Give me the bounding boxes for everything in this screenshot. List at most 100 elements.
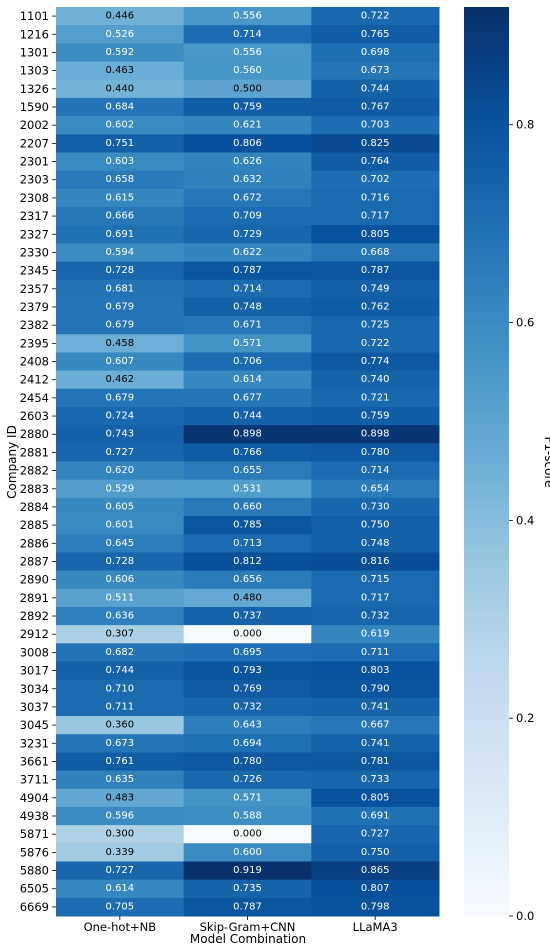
- column-tick-label: One-hot+NB: [84, 920, 157, 934]
- cell-value-label: 0.643: [233, 720, 262, 731]
- row-tick-label: 3037: [20, 700, 49, 714]
- heatmap-cell: [311, 625, 440, 644]
- x-axis-label: Model Combination: [190, 932, 306, 946]
- heatmap-cell: [311, 406, 440, 426]
- heatmap-cell: [311, 370, 440, 390]
- row-tick-label: 2330: [20, 245, 49, 259]
- cell-value-label: 0.691: [361, 811, 390, 822]
- cell-value-label: 0.703: [361, 120, 390, 131]
- row-tick-label: 2454: [20, 391, 49, 405]
- row-tick-label: 3034: [20, 682, 49, 696]
- heatmap-cell: [311, 352, 440, 372]
- cell-value-label: 0.785: [233, 520, 262, 531]
- heatmap-cell: [183, 316, 312, 335]
- heatmap-cell: [183, 297, 312, 317]
- heatmap-cell: [183, 497, 312, 517]
- heatmap-cell: [311, 388, 440, 408]
- cell-value-label: 0.606: [106, 574, 135, 585]
- cell-value-label: 0.803: [361, 665, 390, 676]
- heatmap-cell: [56, 770, 185, 790]
- heatmap-cell: [56, 152, 185, 172]
- cell-value-label: 0.440: [106, 83, 135, 94]
- cell-value-label: 0.722: [361, 11, 390, 22]
- cell-value-label: 0.717: [361, 592, 390, 603]
- row-tick-label: 2886: [20, 536, 49, 550]
- heatmap-cell: [183, 25, 312, 44]
- cell-value-label: 0.744: [106, 665, 135, 676]
- cell-value-label: 0.660: [233, 501, 262, 512]
- cell-value-label: 0.748: [361, 538, 390, 549]
- row-tick-label: 2412: [20, 373, 49, 387]
- heatmap-cell: [183, 116, 312, 135]
- heatmap-cell: [183, 606, 312, 626]
- heatmap-cell: [311, 479, 440, 499]
- cell-value-label: 0.919: [233, 865, 262, 876]
- row-tick-label: 3017: [20, 664, 49, 678]
- row-tick-label: 2345: [20, 264, 49, 278]
- heatmap-cell: [311, 170, 440, 190]
- cell-value-label: 0.790: [361, 683, 390, 694]
- cell-value-label: 0.750: [361, 847, 390, 858]
- cell-value-label: 0.695: [233, 647, 262, 658]
- row-tick-label: 2308: [20, 191, 49, 205]
- cell-value-label: 0.655: [233, 465, 262, 476]
- row-tick-label: 2395: [20, 336, 49, 350]
- heatmap-cell: [311, 497, 440, 517]
- cell-value-label: 0.728: [106, 556, 135, 567]
- cell-value-label: 0.511: [106, 592, 135, 603]
- heatmap-cell: [311, 552, 440, 572]
- row-tick-label: 2881: [20, 445, 49, 459]
- row-tick-labels: 1101 1216 1301 1303 1326 1590 2002 2207 2301 2303…: [20, 9, 56, 914]
- row-tick-label: 1303: [20, 64, 49, 78]
- row-tick-label: 1216: [20, 27, 49, 41]
- cell-value-label: 0.677: [233, 392, 262, 403]
- cell-value-label: 0.463: [106, 65, 135, 76]
- row-tick-label: 2882: [20, 464, 49, 478]
- heatmap-cell: [56, 279, 185, 299]
- row-tick-label: 2885: [20, 518, 49, 532]
- cell-value-label: 0.740: [361, 374, 390, 385]
- cell-value-label: 0.592: [106, 47, 135, 58]
- cell-value-label: 0.619: [361, 629, 390, 640]
- cell-value-label: 0.714: [233, 29, 262, 40]
- colorbar: 0.0 0.2 0.4 0.6 0.8 F1-score: [464, 7, 550, 923]
- colorbar-gradient: [464, 7, 509, 916]
- cell-value-label: 0.744: [233, 411, 262, 422]
- heatmap-cell: [183, 425, 312, 444]
- heatmap-cell: [183, 388, 312, 408]
- column-tick-labels: One-hot+NB Skip-Gram+CNN LLaMA3: [84, 916, 398, 934]
- cell-value-label: 0.632: [233, 174, 262, 185]
- cell-value-label: 0.744: [361, 83, 390, 94]
- heatmap-cell: [56, 116, 185, 135]
- cell-value-label: 0.673: [361, 65, 390, 76]
- cell-value-label: 0.636: [106, 611, 135, 622]
- cell-value-label: 0.787: [233, 265, 262, 276]
- column-tick-label: LLaMA3: [353, 920, 398, 934]
- heatmap-cell: [183, 152, 312, 172]
- heatmap-cell: [56, 516, 185, 535]
- heatmap-cell: [56, 297, 185, 317]
- cell-value-label: 0.656: [233, 574, 262, 585]
- heatmap-cell: [183, 206, 312, 226]
- cell-value-label: 0.717: [361, 211, 390, 222]
- row-tick-label: 2883: [20, 482, 49, 496]
- heatmap-cell: [56, 461, 185, 481]
- cell-value-label: 0.620: [106, 465, 135, 476]
- heatmap-cell: [183, 352, 312, 372]
- heatmap-cell: [183, 43, 312, 63]
- row-tick-label: 4938: [20, 809, 49, 823]
- colorbar-tick-label: 0.0: [516, 909, 534, 923]
- heatmap-cell: [311, 97, 440, 117]
- cell-value-label: 0.781: [361, 756, 390, 767]
- cell-value-label: 0.762: [361, 301, 390, 312]
- heatmap-cell: [311, 279, 440, 299]
- row-tick-label: 2884: [20, 500, 49, 514]
- cell-value-label: 0.759: [361, 411, 390, 422]
- cell-value-label: 0.726: [233, 774, 262, 785]
- heatmap-cell: [183, 406, 312, 426]
- row-tick-label: 2891: [20, 591, 49, 605]
- heatmap-cell: [56, 897, 185, 917]
- cell-value-label: 0.807: [361, 883, 390, 894]
- cell-value-label: 0.596: [106, 811, 135, 822]
